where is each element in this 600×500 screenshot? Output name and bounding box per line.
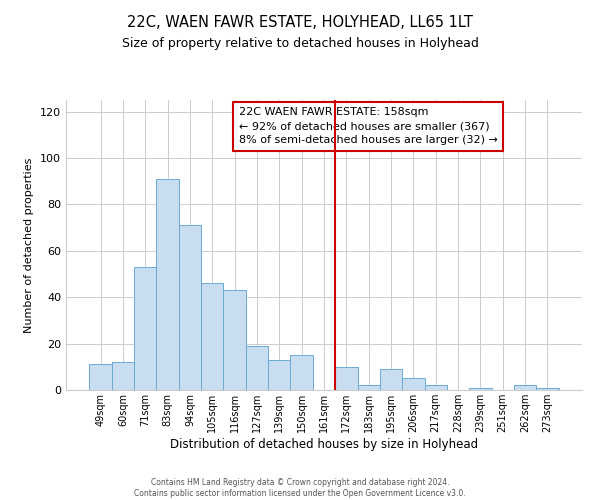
Text: Size of property relative to detached houses in Holyhead: Size of property relative to detached ho… (122, 38, 478, 51)
Text: 22C WAEN FAWR ESTATE: 158sqm
← 92% of detached houses are smaller (367)
8% of se: 22C WAEN FAWR ESTATE: 158sqm ← 92% of de… (239, 108, 498, 146)
Text: Contains HM Land Registry data © Crown copyright and database right 2024.
Contai: Contains HM Land Registry data © Crown c… (134, 478, 466, 498)
Bar (112, 362, 134, 390)
Bar (402, 378, 425, 390)
Bar (469, 388, 491, 390)
Bar (268, 360, 290, 390)
Bar (335, 367, 358, 390)
Bar (425, 386, 447, 390)
Bar (536, 388, 559, 390)
Bar (89, 364, 112, 390)
X-axis label: Distribution of detached houses by size in Holyhead: Distribution of detached houses by size … (170, 438, 478, 450)
Bar (290, 355, 313, 390)
Bar (246, 346, 268, 390)
Bar (223, 290, 246, 390)
Bar (380, 369, 402, 390)
Y-axis label: Number of detached properties: Number of detached properties (25, 158, 34, 332)
Bar (358, 386, 380, 390)
Bar (157, 179, 179, 390)
Text: 22C, WAEN FAWR ESTATE, HOLYHEAD, LL65 1LT: 22C, WAEN FAWR ESTATE, HOLYHEAD, LL65 1L… (127, 15, 473, 30)
Bar (179, 226, 201, 390)
Bar (134, 267, 157, 390)
Bar (514, 386, 536, 390)
Bar (201, 284, 223, 390)
